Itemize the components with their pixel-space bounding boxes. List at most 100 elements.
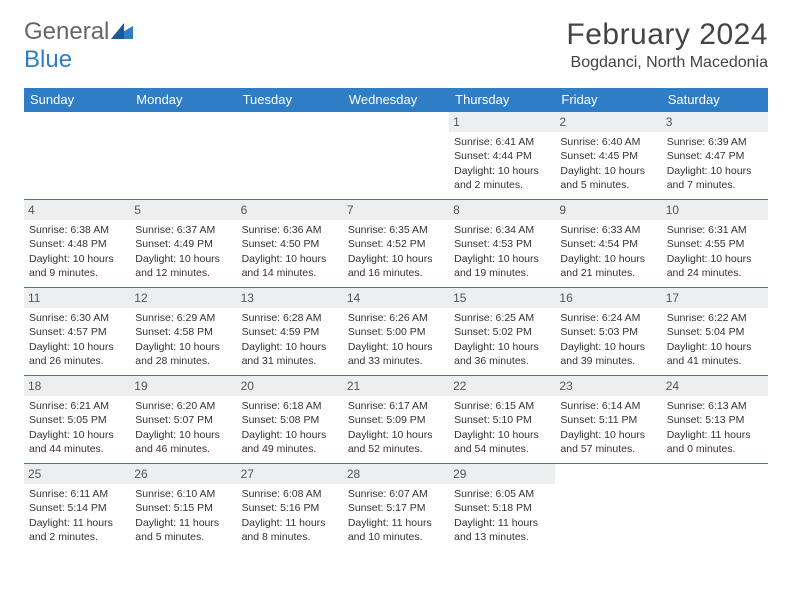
day-number: 13 [237, 288, 343, 308]
day-number: 17 [662, 288, 768, 308]
week-row: 25 Sunrise: 6:11 AMSunset: 5:14 PMDayligh… [24, 464, 768, 552]
day-cell [343, 112, 449, 200]
day-number: 15 [449, 288, 555, 308]
day-cell: 25 Sunrise: 6:11 AMSunset: 5:14 PMDayligh… [24, 464, 130, 552]
week-row: 18 Sunrise: 6:21 AMSunset: 5:05 PMDayligh… [24, 376, 768, 464]
day-cell: 19Sunrise: 6:20 AMSunset: 5:07 PMDayligh… [130, 376, 236, 464]
day-details: Sunrise: 6:07 AMSunset: 5:17 PMDaylight:… [348, 487, 444, 544]
day-details: Sunrise: 6:10 AMSunset: 5:15 PMDaylight:… [135, 487, 231, 544]
day-details: Sunrise: 6:37 AMSunset: 4:49 PMDaylight:… [135, 223, 231, 280]
day-cell: 20 Sunrise: 6:18 AMSunset: 5:08 PMDayligh… [237, 376, 343, 464]
day-cell: 4Sunrise: 6:38 AMSunset: 4:48 PMDaylight… [24, 200, 130, 288]
day-cell: 22 Sunrise: 6:15 AMSunset: 5:10 PMDayligh… [449, 376, 555, 464]
day-details: Sunrise: 6:35 AMSunset: 4:52 PMDaylight:… [348, 223, 444, 280]
day-details: Sunrise: 6:36 AMSunset: 4:50 PMDaylight:… [242, 223, 338, 280]
day-header: Friday [555, 88, 661, 112]
day-details: Sunrise: 6:22 AMSunset: 5:04 PMDaylight:… [667, 311, 763, 368]
day-cell: 16Sunrise: 6:24 AMSunset: 5:03 PMDayligh… [555, 288, 661, 376]
day-cell: 9 Sunrise: 6:33 AMSunset: 4:54 PMDaylight… [555, 200, 661, 288]
day-cell: 28 Sunrise: 6:07 AMSunset: 5:17 PMDayligh… [343, 464, 449, 552]
day-cell: 7Sunrise: 6:35 AMSunset: 4:52 PMDaylight… [343, 200, 449, 288]
calendar-body: 1 Sunrise: 6:41 AMSunset: 4:44 PMDaylight… [24, 112, 768, 552]
day-details: Sunrise: 6:20 AMSunset: 5:07 PMDaylight:… [135, 399, 231, 456]
day-details: Sunrise: 6:05 AMSunset: 5:18 PMDaylight:… [454, 487, 550, 544]
day-details: Sunrise: 6:18 AMSunset: 5:08 PMDaylight:… [242, 399, 338, 456]
day-details: Sunrise: 6:17 AMSunset: 5:09 PMDaylight:… [348, 399, 444, 456]
day-details: Sunrise: 6:29 AMSunset: 4:58 PMDaylight:… [135, 311, 231, 368]
header: GeneralBlue February 2024 Bogdanci, Nort… [24, 18, 768, 74]
day-cell: 12 Sunrise: 6:29 AMSunset: 4:58 PMDayligh… [130, 288, 236, 376]
day-header: Monday [130, 88, 236, 112]
logo-mark-icon [111, 18, 133, 46]
day-cell: 18 Sunrise: 6:21 AMSunset: 5:05 PMDayligh… [24, 376, 130, 464]
day-details: Sunrise: 6:39 AMSunset: 4:47 PMDaylight:… [667, 135, 763, 192]
day-details: Sunrise: 6:21 AMSunset: 5:05 PMDaylight:… [29, 399, 125, 456]
location-text: Bogdanci, North Macedonia [566, 54, 768, 72]
day-number: 3 [662, 112, 768, 132]
day-number: 2 [555, 112, 661, 132]
day-details: Sunrise: 6:34 AMSunset: 4:53 PMDaylight:… [454, 223, 550, 280]
day-cell: 5 Sunrise: 6:37 AMSunset: 4:49 PMDaylight… [130, 200, 236, 288]
day-details: Sunrise: 6:30 AMSunset: 4:57 PMDaylight:… [29, 311, 125, 368]
week-row: 11Sunrise: 6:30 AMSunset: 4:57 PMDayligh… [24, 288, 768, 376]
day-number: 25 [24, 464, 130, 484]
logo: GeneralBlue [24, 18, 135, 74]
day-details: Sunrise: 6:14 AMSunset: 5:11 PMDaylight:… [560, 399, 656, 456]
week-row: 4Sunrise: 6:38 AMSunset: 4:48 PMDaylight… [24, 200, 768, 288]
day-number: 27 [237, 464, 343, 484]
day-number: 10 [662, 200, 768, 220]
day-cell: 14 Sunrise: 6:26 AMSunset: 5:00 PMDayligh… [343, 288, 449, 376]
day-details: Sunrise: 6:41 AMSunset: 4:44 PMDaylight:… [454, 135, 550, 192]
day-details: Sunrise: 6:28 AMSunset: 4:59 PMDaylight:… [242, 311, 338, 368]
day-number: 8 [449, 200, 555, 220]
day-cell [662, 464, 768, 552]
day-details: Sunrise: 6:13 AMSunset: 5:13 PMDaylight:… [667, 399, 763, 456]
day-cell: 2 Sunrise: 6:40 AMSunset: 4:45 PMDaylight… [555, 112, 661, 200]
day-number: 9 [555, 200, 661, 220]
logo-text-general: General [24, 18, 109, 45]
day-number: 16 [555, 288, 661, 308]
day-details: Sunrise: 6:40 AMSunset: 4:45 PMDaylight:… [560, 135, 656, 192]
day-header: Wednesday [343, 88, 449, 112]
day-number: 12 [130, 288, 236, 308]
day-details: Sunrise: 6:26 AMSunset: 5:00 PMDaylight:… [348, 311, 444, 368]
day-cell: 24 Sunrise: 6:13 AMSunset: 5:13 PMDayligh… [662, 376, 768, 464]
day-cell: 29Sunrise: 6:05 AMSunset: 5:18 PMDayligh… [449, 464, 555, 552]
day-number: 6 [237, 200, 343, 220]
day-cell: 26 Sunrise: 6:10 AMSunset: 5:15 PMDayligh… [130, 464, 236, 552]
day-cell: 15 Sunrise: 6:25 AMSunset: 5:02 PMDayligh… [449, 288, 555, 376]
day-number: 14 [343, 288, 449, 308]
day-number: 28 [343, 464, 449, 484]
day-cell: 17 Sunrise: 6:22 AMSunset: 5:04 PMDayligh… [662, 288, 768, 376]
day-details: Sunrise: 6:33 AMSunset: 4:54 PMDaylight:… [560, 223, 656, 280]
day-details: Sunrise: 6:25 AMSunset: 5:02 PMDaylight:… [454, 311, 550, 368]
day-number: 20 [237, 376, 343, 396]
logo-text-blue: Blue [24, 46, 72, 73]
day-number: 22 [449, 376, 555, 396]
day-header: Thursday [449, 88, 555, 112]
day-number: 26 [130, 464, 236, 484]
day-number: 5 [130, 200, 236, 220]
day-details: Sunrise: 6:31 AMSunset: 4:55 PMDaylight:… [667, 223, 763, 280]
day-number: 21 [343, 376, 449, 396]
month-title: February 2024 [566, 18, 768, 52]
day-number: 24 [662, 376, 768, 396]
day-cell: 23Sunrise: 6:14 AMSunset: 5:11 PMDayligh… [555, 376, 661, 464]
day-cell: 8 Sunrise: 6:34 AMSunset: 4:53 PMDaylight… [449, 200, 555, 288]
day-number: 18 [24, 376, 130, 396]
day-cell: 27Sunrise: 6:08 AMSunset: 5:16 PMDayligh… [237, 464, 343, 552]
day-cell: 3 Sunrise: 6:39 AMSunset: 4:47 PMDaylight… [662, 112, 768, 200]
day-cell [24, 112, 130, 200]
day-cell: 1 Sunrise: 6:41 AMSunset: 4:44 PMDaylight… [449, 112, 555, 200]
day-cell [130, 112, 236, 200]
day-cell: 6 Sunrise: 6:36 AMSunset: 4:50 PMDaylight… [237, 200, 343, 288]
day-cell: 13 Sunrise: 6:28 AMSunset: 4:59 PMDayligh… [237, 288, 343, 376]
day-details: Sunrise: 6:11 AMSunset: 5:14 PMDaylight:… [29, 487, 125, 544]
day-cell: 11Sunrise: 6:30 AMSunset: 4:57 PMDayligh… [24, 288, 130, 376]
day-details: Sunrise: 6:38 AMSunset: 4:48 PMDaylight:… [29, 223, 125, 280]
day-details: Sunrise: 6:15 AMSunset: 5:10 PMDaylight:… [454, 399, 550, 456]
day-number: 1 [449, 112, 555, 132]
calendar-table: SundayMondayTuesdayWednesdayThursdayFrid… [24, 88, 768, 552]
day-header: Saturday [662, 88, 768, 112]
day-cell: 21 Sunrise: 6:17 AMSunset: 5:09 PMDayligh… [343, 376, 449, 464]
